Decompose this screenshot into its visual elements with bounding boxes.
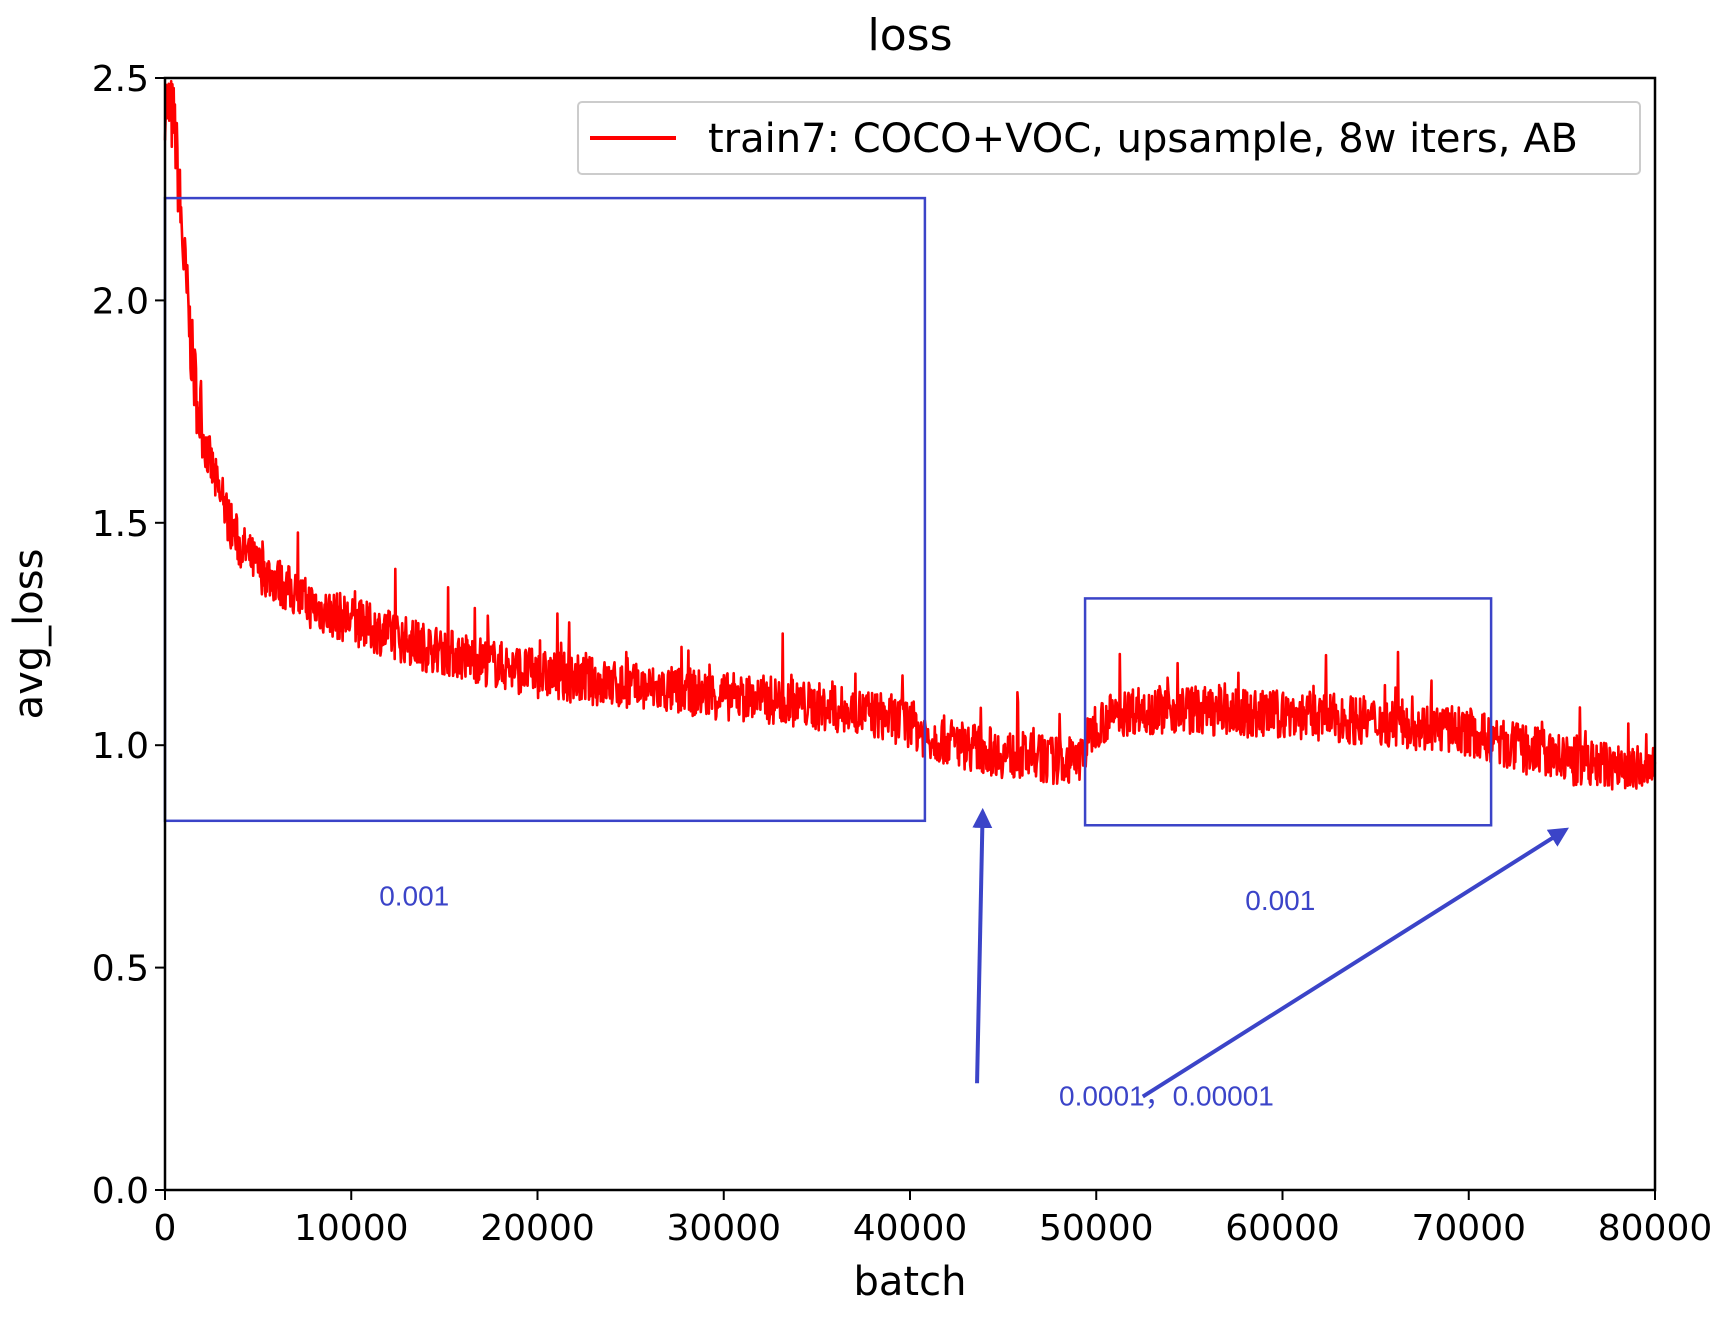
y-axis-ticks: 0.0 0.5 1.0 1.5 2.0 2.5 bbox=[92, 59, 165, 1212]
x-tick-label: 80000 bbox=[1598, 1208, 1713, 1249]
y-tick-label: 1.5 bbox=[92, 504, 149, 545]
x-axis-label: batch bbox=[854, 1259, 967, 1305]
series-layer bbox=[163, 79, 1657, 791]
legend: train7: COCO+VOC, upsample, 8w iters, AB bbox=[577, 101, 1641, 175]
x-tick-label: 70000 bbox=[1411, 1208, 1526, 1249]
legend-label: train7: COCO+VOC, upsample, 8w iters, AB bbox=[708, 116, 1578, 162]
y-tick-label: 1.0 bbox=[92, 726, 149, 767]
y-axis-label: avg_loss bbox=[6, 549, 52, 720]
annotation-box bbox=[1083, 597, 1493, 827]
x-tick-label: 20000 bbox=[480, 1208, 595, 1249]
plot-area: 0.001 0.001 0.0001，0.00001 bbox=[163, 76, 1657, 1192]
annotation-layer: 0.001 0.001 0.0001，0.00001 bbox=[163, 196, 1569, 1111]
x-axis-ticks: 0 10000 20000 30000 40000 50000 60000 70000 8000… bbox=[154, 1190, 1713, 1249]
x-tick-label: 10000 bbox=[294, 1208, 409, 1249]
series-line bbox=[163, 79, 1657, 791]
chart-title: loss bbox=[868, 10, 953, 61]
annotation-label: 0.0001，0.00001 bbox=[1059, 1080, 1274, 1111]
annotation-label: 0.001 bbox=[379, 880, 449, 911]
y-tick-label: 0.5 bbox=[92, 949, 149, 990]
y-tick-label: 0.0 bbox=[92, 1171, 149, 1212]
annotation-label: 0.001 bbox=[1245, 885, 1315, 916]
y-tick-label: 2.0 bbox=[92, 281, 149, 322]
x-tick-label: 50000 bbox=[1039, 1208, 1154, 1249]
x-tick-label: 40000 bbox=[853, 1208, 968, 1249]
x-tick-label: 60000 bbox=[1225, 1208, 1340, 1249]
x-tick-label: 0 bbox=[154, 1208, 177, 1249]
annotation-arrow bbox=[972, 807, 993, 1084]
x-tick-label: 30000 bbox=[666, 1208, 781, 1249]
y-tick-label: 2.5 bbox=[92, 59, 149, 100]
legend-box bbox=[577, 101, 1641, 175]
annotation-arrow bbox=[1141, 827, 1569, 1099]
